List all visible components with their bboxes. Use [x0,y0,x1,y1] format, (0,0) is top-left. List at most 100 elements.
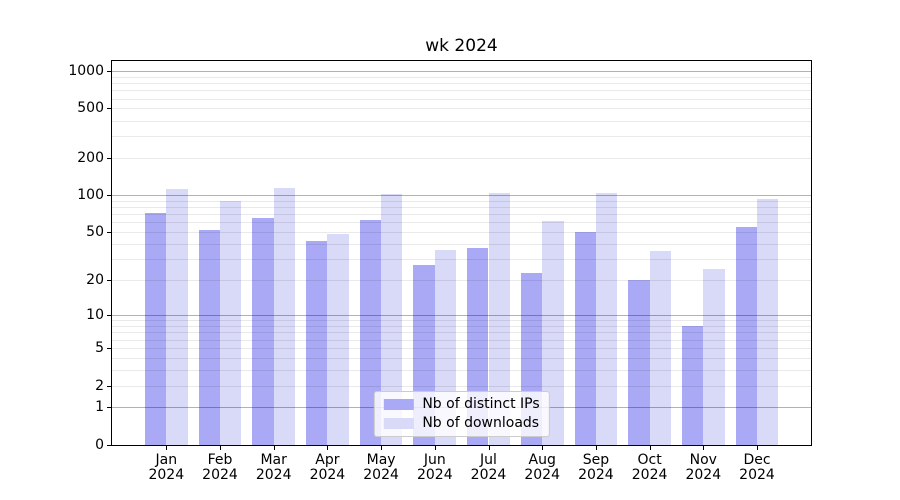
bar-downloads [273,187,296,445]
bar-downloads [703,268,725,445]
grid-line-minor [112,222,811,224]
y-tick-label: 0 [95,437,104,453]
x-tick-mark [327,446,329,450]
y-tick-mark [107,280,111,282]
grid-line-minor [112,108,811,110]
x-tick-label: Aug 2024 [500,453,584,483]
y-tick-label: 200 [77,149,104,166]
grid-line-minor [112,243,811,245]
x-tick-label-year: 2024 [255,467,292,483]
x-tick-label: Jan 2024 [124,453,208,483]
grid-line-major [112,195,811,197]
x-tick-label-year: 2024 [631,467,668,483]
x-tick-label: Sep 2024 [554,453,638,483]
x-tick-label-year: 2024 [578,467,614,483]
bar-distinct-ips [252,218,274,445]
x-tick-mark [488,446,490,450]
y-tick-mark [107,195,111,197]
y-tick-mark [107,407,111,409]
grid-line-major [112,315,811,317]
x-tick-label: Oct 2024 [608,453,692,483]
grid-line-minor [112,157,811,159]
x-tick-label-month: Sep [582,452,610,468]
grid-line-minor [112,280,811,282]
x-tick-label: Jul 2024 [447,453,531,483]
y-tick-label: 100 [77,187,104,204]
x-tick-label-month: Nov [689,452,717,468]
bar-distinct-ips [359,219,382,445]
bar-downloads [488,193,510,445]
x-tick-label-month: Jun [423,452,446,468]
y-tick-mark [107,445,111,446]
bar-downloads [542,220,564,445]
legend-label-downloads: Nb of downloads [422,415,540,431]
grid-line-minor [112,214,811,216]
x-tick-label: Nov 2024 [661,453,745,483]
x-tick-label-month: Aug [528,452,556,468]
chart-title: wk 2024 [425,36,498,56]
y-tick-label: 50 [86,224,104,241]
bar-downloads [381,193,403,445]
y-tick-mark [107,70,111,72]
y-tick-mark [107,232,111,234]
x-tick-label-year: 2024 [202,467,238,483]
grid-line-minor [112,207,811,209]
x-tick-mark [757,446,758,450]
y-tick-label: 2 [95,377,104,394]
x-tick-mark [381,446,383,450]
grid-line-minor [112,259,811,261]
grid-line-minor [112,136,811,138]
bar-downloads [595,193,618,445]
y-tick-label: 500 [77,100,104,117]
x-tick-mark [166,446,168,450]
x-tick-mark [703,446,705,450]
x-tick-mark [542,446,544,450]
bar-distinct-ips [306,241,328,445]
x-tick-label-month: Apr [315,452,340,468]
x-tick-mark [649,446,651,450]
y-tick-label: 1000 [68,62,104,79]
x-tick-label: Apr 2024 [285,453,369,483]
grid-line-minor [112,83,811,85]
x-tick-label: Mar 2024 [232,453,316,483]
x-tick-label-month: Dec [743,452,771,468]
grid-line-minor [112,339,811,341]
x-tick-label-year: 2024 [363,467,399,483]
x-tick-label: Dec 2024 [715,453,799,483]
bar-downloads [327,234,349,445]
x-tick-mark [595,446,597,450]
grid-line-minor [112,385,811,387]
y-tick-label: 5 [95,340,104,356]
bar-downloads [220,200,242,445]
legend: Nb of distinct IPs Nb of downloads [373,391,550,437]
x-tick-label-month: Jul [480,452,497,468]
x-tick-label-year: 2024 [524,467,560,483]
bar-downloads [757,199,779,445]
bar-downloads [166,189,188,445]
x-axis: Jan 2024 Feb 2024 Mar 2024 Apr 2024 May 2024 Jun 20… [0,453,900,489]
x-tick-label-month: May [366,452,396,468]
grid-line-minor [112,90,811,92]
gridlines-layer [112,61,811,445]
grid-line-minor [112,98,811,100]
y-tick-mark [107,385,111,387]
legend-item-distinct-ips: Nb of distinct IPs [383,396,540,413]
x-tick-label-year: 2024 [470,467,507,483]
x-tick-label-year: 2024 [416,467,453,483]
legend-swatch-distinct-ips [383,399,414,410]
bar-distinct-ips [628,280,650,445]
x-tick-mark [220,446,221,450]
legend-label-distinct-ips: Nb of distinct IPs [422,396,540,412]
grid-line-minor [112,232,811,234]
y-tick-mark [107,108,111,110]
bar-distinct-ips [735,227,757,445]
x-tick-label: Jun 2024 [393,453,477,483]
x-tick-label-year: 2024 [685,467,722,483]
plot-area: Nb of distinct IPs Nb of downloads [107,60,812,450]
y-tick-label: 1 [95,399,104,416]
x-tick-mark [434,446,436,450]
x-tick-mark [273,446,275,450]
x-tick-label-year: 2024 [309,467,346,483]
x-tick-label-month: Feb [207,452,233,468]
